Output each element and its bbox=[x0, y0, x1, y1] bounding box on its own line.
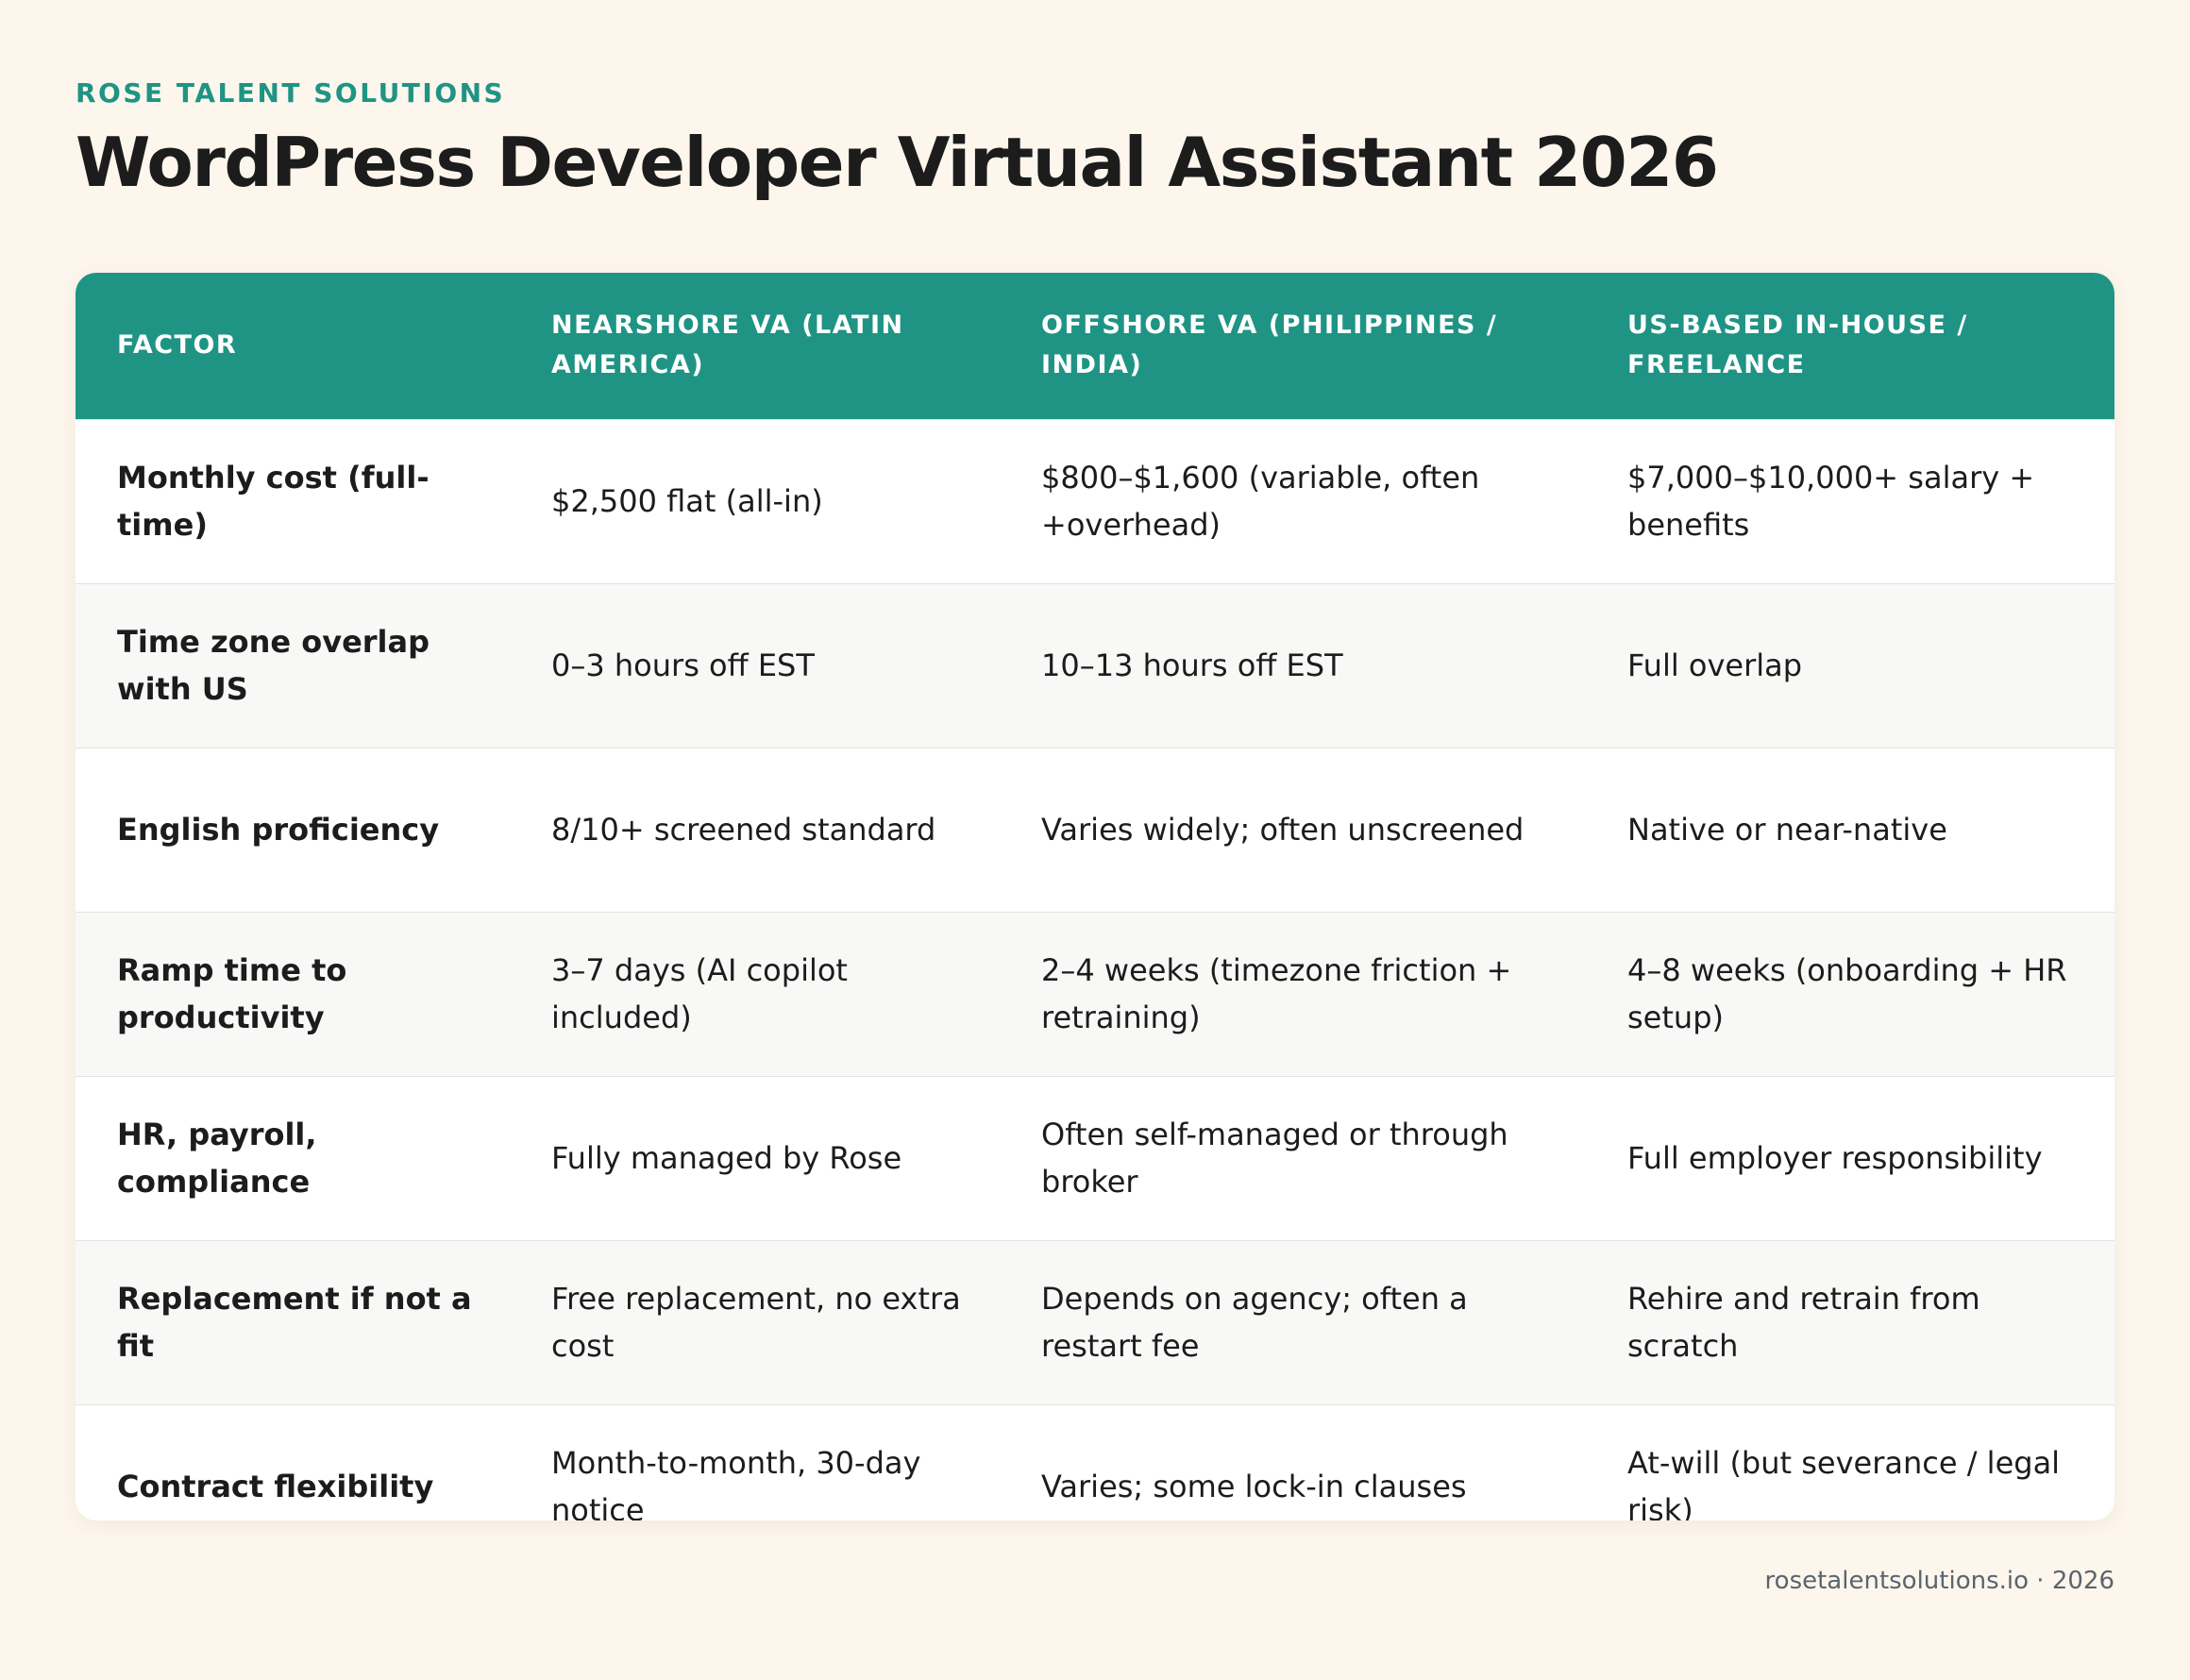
table-row: Ramp time to productivity 3–7 days (AI c… bbox=[76, 912, 2114, 1076]
cell-nearshore: 0–3 hours off EST bbox=[551, 647, 815, 683]
cell-us-based: $7,000–$10,000+ salary + benefits bbox=[1627, 460, 2035, 543]
header-offshore: OFFSHORE VA (PHILIPPINES / INDIA) bbox=[1041, 311, 1498, 380]
row-factor: Ramp time to productivity bbox=[117, 952, 347, 1035]
cell-us-based: Rehire and retrain from scratch bbox=[1627, 1281, 1980, 1364]
cell-us-based: Full overlap bbox=[1627, 647, 1803, 683]
cell-us-based: Full employer responsibility bbox=[1627, 1140, 2043, 1176]
table-row: HR, payroll, compliance Fully managed by… bbox=[76, 1076, 2114, 1240]
cell-offshore: Depends on agency; often a restart fee bbox=[1041, 1281, 1468, 1364]
row-factor: Monthly cost (full-time) bbox=[117, 460, 430, 543]
brand-label: ROSE TALENT SOLUTIONS bbox=[76, 77, 506, 109]
row-factor: Replacement if not a fit bbox=[117, 1281, 472, 1364]
comparison-table: FACTOR NEARSHORE VA (LATIN AMERICA) OFFS… bbox=[76, 273, 2114, 1520]
row-factor: Time zone overlap with US bbox=[117, 624, 430, 707]
cell-us-based: 4–8 weeks (onboarding + HR setup) bbox=[1627, 952, 2067, 1035]
table-row: English proficiency 8/10+ screened stand… bbox=[76, 748, 2114, 912]
table-row: Time zone overlap with US 0–3 hours off … bbox=[76, 583, 2114, 748]
cell-nearshore: 3–7 days (AI copilot included) bbox=[551, 952, 848, 1035]
cell-nearshore: Free replacement, no extra cost bbox=[551, 1281, 961, 1364]
header-nearshore: NEARSHORE VA (LATIN AMERICA) bbox=[551, 311, 904, 380]
row-factor: Contract flexibility bbox=[117, 1469, 434, 1505]
row-factor: English proficiency bbox=[117, 812, 440, 848]
table-row: Replacement if not a fit Free replacemen… bbox=[76, 1240, 2114, 1404]
cell-nearshore: 8/10+ screened standard bbox=[551, 812, 936, 848]
cell-offshore: Often self-managed or through broker bbox=[1041, 1117, 1508, 1200]
footer-credit: rosetalentsolutions.io · 2026 bbox=[1764, 1567, 2114, 1595]
cell-offshore: $800–$1,600 (variable, often +overhead) bbox=[1041, 460, 1480, 543]
cell-us-based: At-will (but severance / legal risk) bbox=[1627, 1445, 2061, 1520]
cell-offshore: Varies widely; often unscreened bbox=[1041, 812, 1525, 848]
cell-offshore: 10–13 hours off EST bbox=[1041, 647, 1343, 683]
header-factor: FACTOR bbox=[117, 330, 238, 361]
cell-nearshore: Fully managed by Rose bbox=[551, 1140, 902, 1176]
table-row: Monthly cost (full-time) $2,500 flat (al… bbox=[76, 419, 2114, 583]
row-factor: HR, payroll, compliance bbox=[117, 1117, 317, 1200]
table-row: Contract flexibility Month-to-month, 30-… bbox=[76, 1404, 2114, 1520]
cell-nearshore: $2,500 flat (all-in) bbox=[551, 483, 823, 519]
cell-nearshore: Month-to-month, 30-day notice bbox=[551, 1445, 921, 1520]
comparison-table-card: FACTOR NEARSHORE VA (LATIN AMERICA) OFFS… bbox=[76, 273, 2114, 1520]
cell-offshore: 2–4 weeks (timezone friction + retrainin… bbox=[1041, 952, 1512, 1035]
page-title: WordPress Developer Virtual Assistant 20… bbox=[76, 123, 1719, 202]
header-us-based: US-BASED IN-HOUSE / FREELANCE bbox=[1627, 311, 1968, 380]
cell-offshore: Varies; some lock-in clauses bbox=[1041, 1469, 1467, 1505]
table-header-row: FACTOR NEARSHORE VA (LATIN AMERICA) OFFS… bbox=[76, 273, 2114, 419]
cell-us-based: Native or near-native bbox=[1627, 812, 1947, 848]
